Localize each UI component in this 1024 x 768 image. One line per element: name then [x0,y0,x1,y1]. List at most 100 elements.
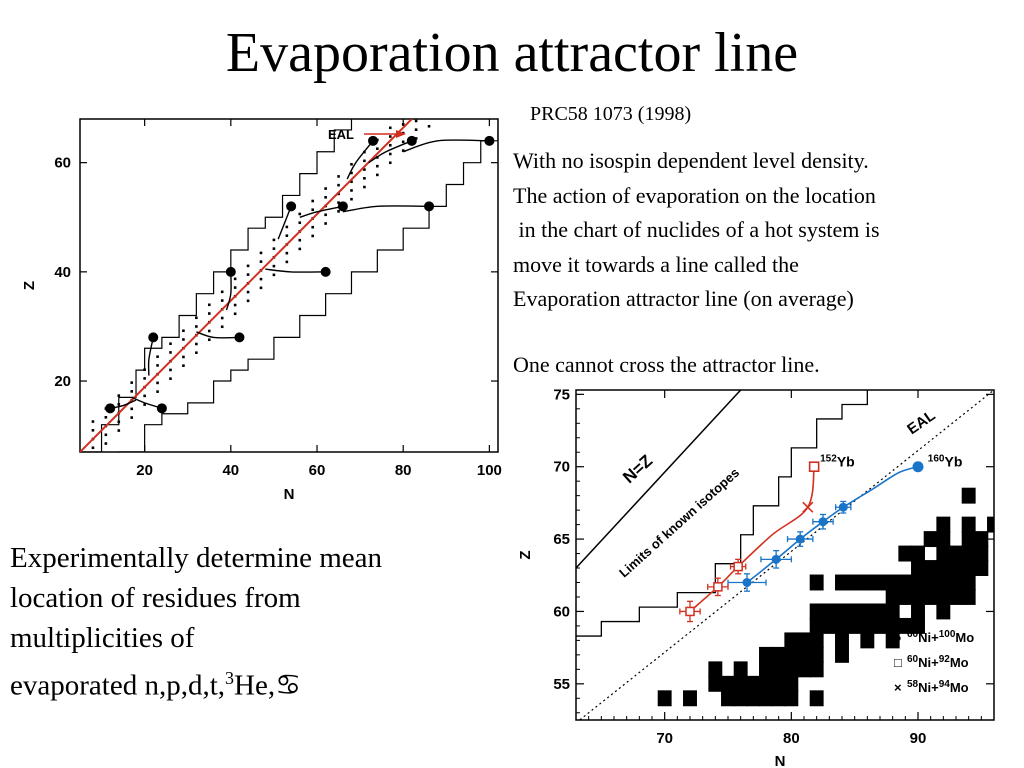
data-point [818,517,828,527]
legend-marker: □ [894,655,902,670]
eal-arrow-head [396,130,406,138]
residue-point [195,325,198,328]
stable-nucleus [961,589,976,605]
residue-point [220,299,224,302]
residue-point [298,221,302,225]
stable-nucleus [708,675,723,692]
y-tick-label: 55 [553,676,570,693]
stable-nucleus [822,603,837,620]
method-prefix: evaporated n,p,d,t, [10,669,226,702]
y-tick-label: 70 [553,459,570,476]
stable-nucleus [759,690,773,707]
stable-nucleus [961,574,976,591]
trajectory-start-marker [368,135,379,146]
residue-point [143,403,146,406]
residue-point [350,189,353,192]
mass-number: 58 [907,679,919,690]
x-tick-label: 40 [222,462,239,479]
residue-point [324,187,327,190]
stable-nucleus [683,690,697,707]
residue-point [169,377,172,380]
stable-nucleus [873,574,887,591]
stable-nucleus [860,617,875,634]
residue-point [104,433,108,437]
trajectory-curve [196,331,240,339]
label-part: Ni+ [918,680,939,695]
stable-nucleus [809,603,824,620]
mass-number: 94 [939,679,951,690]
chart-1: 20 40 60 80 100 20 40 60 N Z EAL [21,118,502,503]
legend-entry: 58Ni+94Mo [907,679,969,696]
chart-1-frame [79,118,499,453]
stable-nucleus [784,661,799,678]
stable-nucleus [898,574,913,591]
label-part: Yb [837,453,855,469]
stable-nucleus [784,675,799,692]
residue-point [337,183,340,187]
stable-nucleus [860,574,875,591]
chart-2-frame [575,389,995,721]
stable-nucleus [885,632,900,649]
boundary-lower-line [118,129,498,452]
trajectory-start-marker [406,135,417,146]
method-line: location of residues from [10,582,301,614]
nucleus-annotation: 152Yb [820,453,855,470]
eal-label: EAL [904,407,938,438]
stable-nucleus [873,603,887,620]
residue-point [104,416,108,419]
endpoint-marker [912,461,924,473]
method-line: Experimentally determine mean [10,542,383,574]
residue-point [337,210,340,213]
residue-point [169,368,172,372]
trajectory-start-marker [424,201,435,212]
stable-nucleus [885,617,900,634]
trajectory-curve [299,205,344,218]
stable-nucleus [898,617,913,634]
method-line: multiplicities of [10,622,195,654]
stable-nucleus [860,603,875,620]
residue-point [156,381,159,385]
stable-nucleus [885,589,900,605]
residue-point [195,351,198,355]
residue-point [233,303,237,307]
residue-point [376,173,379,177]
residue-point [91,446,95,450]
stable-nucleus [721,690,735,707]
stable-nucleus [961,487,976,504]
residue-point [272,264,276,268]
stable-nucleus [835,603,849,620]
residue-point [182,364,185,367]
stable-nucleus [873,617,887,634]
residue-point [363,168,366,171]
residue-point [298,212,302,216]
stable-nucleus [797,632,811,649]
residue-point [117,403,121,406]
data-point [802,501,814,513]
description-line: With no isospin dependent level density. [513,148,869,173]
residue-point [169,351,172,354]
stable-nucleus [911,603,925,620]
trajectory-start-marker [105,403,116,414]
residue-point [156,364,159,367]
description-line: move it towards a line called the [513,251,799,277]
trajectory-start-marker [337,201,348,212]
residue-point [311,225,315,229]
residue-point [414,128,418,131]
residue-point [311,234,315,238]
residue-point [388,152,392,156]
stable-nucleus [759,646,773,663]
series-filled-circle [727,465,919,592]
stable-nucleus [835,617,849,634]
residue-point [363,177,366,180]
residue-point [285,225,289,229]
stable-nucleus [784,632,799,649]
residue-point [156,390,159,393]
stable-nucleus [809,661,824,678]
residue-point [272,247,276,250]
stable-nucleus [733,690,748,707]
data-point [733,561,743,572]
he3-mass: 3 [225,668,235,688]
stable-nucleus [771,646,786,663]
stable-nucleus [784,690,799,707]
nucleus-annotation: 160Yb [928,453,963,470]
